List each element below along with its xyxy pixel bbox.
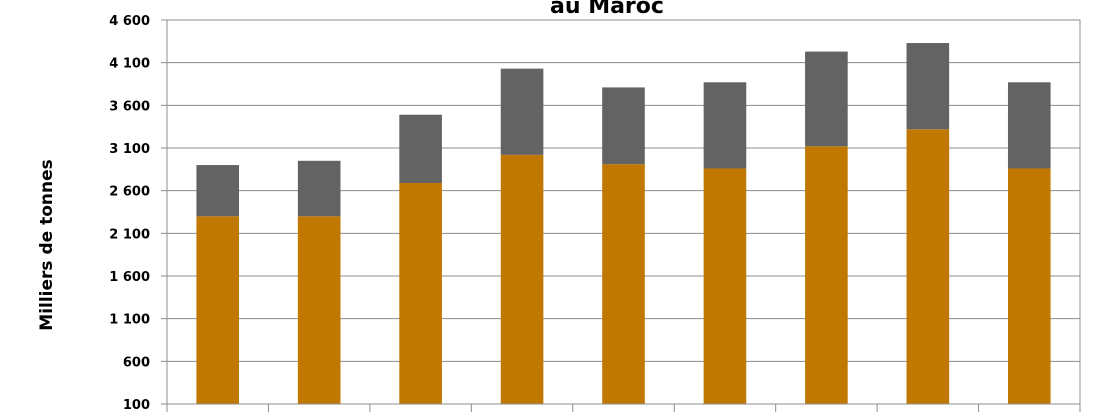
bar-segment-bottom bbox=[196, 216, 240, 404]
bar-segment-bottom bbox=[1007, 168, 1051, 404]
y-tick-label: 2 600 bbox=[109, 185, 150, 200]
y-tick-label: 4 600 bbox=[109, 14, 150, 29]
bar-segment-bottom bbox=[297, 216, 341, 404]
y-axis-ticks: 100 600 1 100 1 600 2 100 2 600 3 100 3 600 4 10… bbox=[109, 14, 167, 413]
chart-title: au Maroc bbox=[550, 0, 664, 19]
bar-segment-top bbox=[1007, 82, 1051, 169]
bar-segment-bottom bbox=[500, 154, 544, 404]
x-axis-ticks bbox=[166, 404, 1081, 412]
y-axis-title: Milliers de tonnes bbox=[37, 159, 57, 330]
y-tick-label: 3 600 bbox=[109, 99, 150, 114]
y-tick-label: 3 100 bbox=[109, 142, 150, 157]
y-tick-label: 600 bbox=[123, 355, 150, 370]
bar-segment-bottom bbox=[703, 168, 747, 404]
bar-segment-top bbox=[399, 114, 442, 183]
bar-segment-bottom bbox=[805, 146, 848, 404]
bar-segment-top bbox=[906, 43, 950, 130]
y-tick-label: 2 100 bbox=[109, 227, 150, 242]
bar-segment-top bbox=[196, 165, 240, 217]
bar-segment-top bbox=[703, 82, 747, 169]
bar-segment-top bbox=[500, 68, 544, 155]
plot-area-border bbox=[166, 19, 1081, 405]
bar-segment-bottom bbox=[602, 164, 645, 404]
y-tick-label: 1 600 bbox=[109, 270, 150, 285]
bar-segment-bottom bbox=[399, 182, 442, 404]
bar-segment-top bbox=[602, 87, 645, 165]
bars bbox=[196, 43, 1051, 404]
y-tick-label: 100 bbox=[123, 398, 150, 413]
y-tick-label: 4 100 bbox=[109, 57, 150, 72]
y-tick-label: 1 100 bbox=[109, 313, 150, 328]
bar-segment-bottom bbox=[906, 129, 950, 404]
bar-segment-top bbox=[297, 160, 341, 217]
bar-segment-top bbox=[805, 51, 848, 147]
